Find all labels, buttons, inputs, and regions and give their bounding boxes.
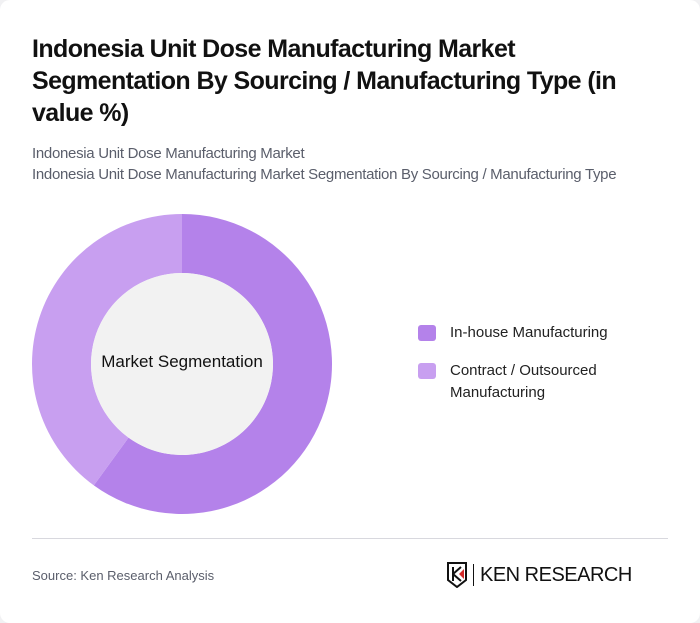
legend-swatch-contract [418, 363, 436, 379]
chart-title: Indonesia Unit Dose Manufacturing Market… [32, 35, 617, 127]
donut-hole [91, 273, 273, 455]
legend-label: In-house Manufacturing [450, 324, 608, 341]
source-note: Source: Ken Research Analysis [32, 568, 215, 583]
legend-swatch-in-house [418, 325, 436, 341]
footer-divider [32, 538, 668, 539]
legend-item-in-house: In-house Manufacturing [418, 322, 640, 344]
legend-item-contract: Contract / Outsourced Manufacturing [418, 360, 640, 404]
chart-subtitle-segment: Indonesia Unit Dose Manufacturing Market… [32, 166, 617, 183]
donut-slice-0 [93, 214, 332, 514]
chart-subtitle-market: Indonesia Unit Dose Manufacturing Market [32, 145, 305, 162]
donut-slice-1 [32, 214, 183, 486]
ken-shield-icon [447, 562, 467, 588]
legend-label: Contract / Outsourced Manufacturing [450, 362, 597, 401]
donut-center-label: Market Segmentation [101, 352, 263, 371]
logo-separator [473, 564, 474, 586]
ken-research-logo: KEN RESEARCH [447, 562, 632, 588]
donut-chart [32, 214, 332, 514]
logo-text: KEN RESEARCH [480, 563, 632, 586]
chart-legend: In-house Manufacturing Contract / Outsou… [418, 322, 640, 420]
